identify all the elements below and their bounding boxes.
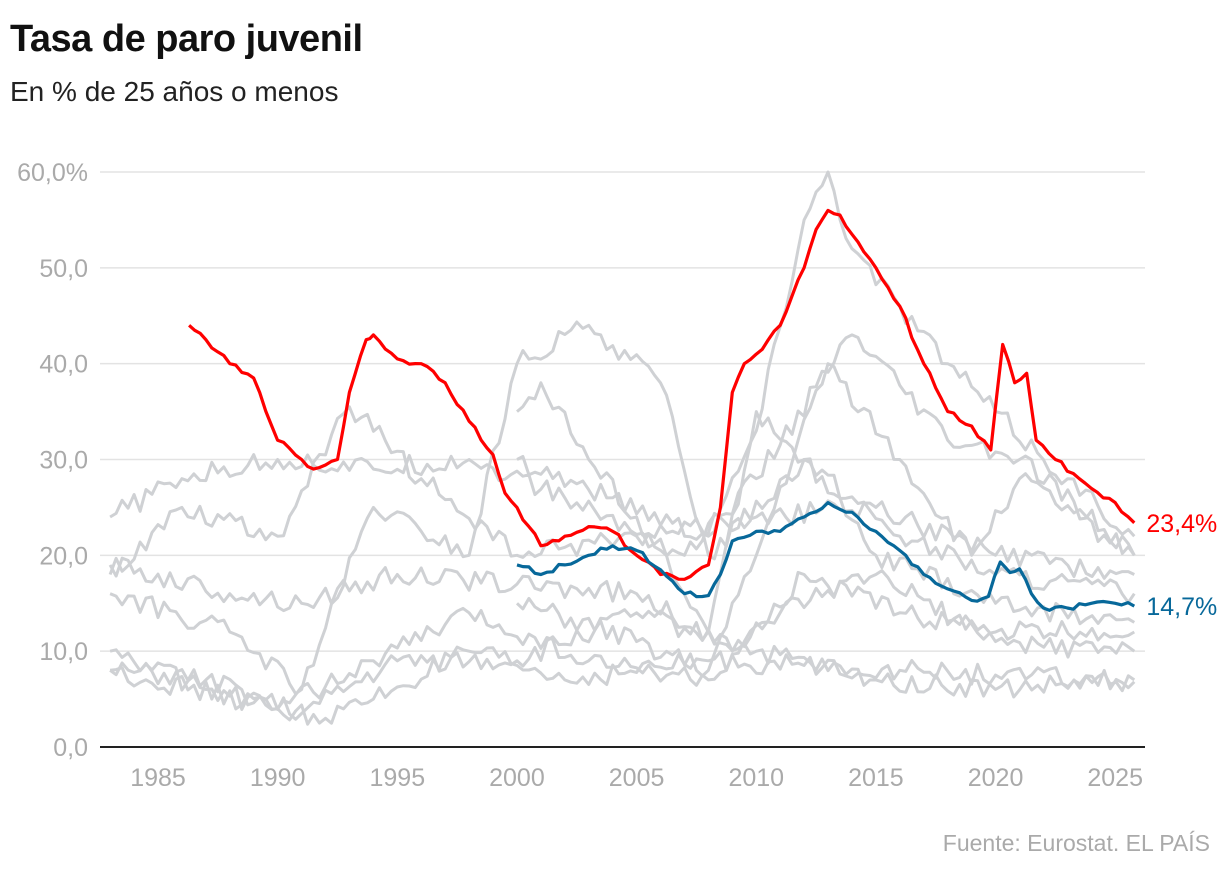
background-series-line	[516, 381, 1136, 634]
background-series-line	[109, 333, 1136, 558]
y-tick-label: 20,0	[39, 542, 88, 570]
end-value-label: 14,7%	[1146, 593, 1217, 621]
y-tick-label: 40,0	[39, 351, 88, 379]
background-series-line	[108, 405, 1135, 580]
y-tick-label: 50,0	[39, 255, 88, 283]
x-tick-label: 2005	[609, 764, 665, 792]
x-tick-label: 2015	[848, 764, 904, 792]
background-series-line	[109, 320, 1136, 696]
background-series-line	[516, 170, 1136, 541]
y-tick-label: 0,0	[53, 734, 88, 762]
x-tick-label: 2025	[1087, 764, 1143, 792]
end-value-label: 23,4%	[1146, 510, 1217, 538]
source-note: Fuente: Eurostat. EL PAÍS	[942, 830, 1210, 856]
highlighted-series-line	[188, 208, 1136, 581]
x-tick-label: 2000	[489, 764, 545, 792]
background-series-line	[515, 362, 1136, 678]
background-series-line	[109, 645, 1136, 726]
background-series-line	[109, 569, 1136, 712]
chart-title: Tasa de paro juvenil	[10, 18, 363, 60]
x-tick-label: 2020	[968, 764, 1024, 792]
y-tick-label: 30,0	[39, 447, 88, 475]
y-tick-label: 60,0%	[17, 159, 88, 187]
x-tick-label: 1995	[369, 764, 425, 792]
x-tick-label: 2010	[728, 764, 784, 792]
x-tick-label: 1990	[250, 764, 306, 792]
x-tick-label: 1985	[130, 764, 186, 792]
chart-subtitle: En % de 25 años o menos	[10, 76, 339, 107]
highlighted-series-line	[516, 501, 1136, 612]
y-tick-label: 10,0	[39, 638, 88, 666]
